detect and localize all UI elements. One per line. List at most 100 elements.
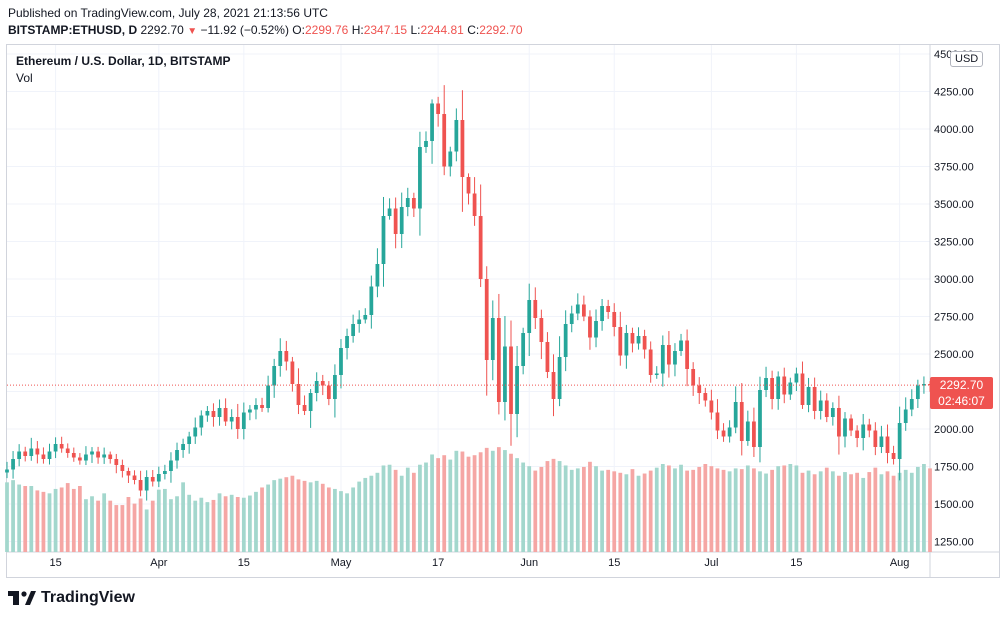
volume-bar <box>679 464 683 552</box>
volume-bar <box>302 480 307 552</box>
candle-body <box>745 421 750 441</box>
candle-body <box>727 427 732 437</box>
low-label: L: <box>410 23 421 37</box>
tradingview-logo-icon <box>8 591 36 605</box>
volume-bar <box>169 499 173 552</box>
volume-bar <box>460 451 465 552</box>
volume-bar <box>496 447 501 552</box>
candle-body <box>794 373 799 383</box>
candle-body <box>515 366 519 414</box>
volume-bar <box>162 488 167 552</box>
volume-bar <box>855 472 860 552</box>
volume-bar <box>915 466 920 552</box>
volume-bar <box>509 453 513 552</box>
candle-body <box>187 436 192 444</box>
candle-body <box>648 349 653 375</box>
currency-button[interactable]: USD <box>950 51 984 67</box>
volume-bar <box>503 450 507 552</box>
volume-bar <box>448 459 453 552</box>
candle-body <box>302 405 307 411</box>
volume-bar <box>648 470 653 552</box>
candle-body <box>624 333 629 356</box>
x-tick-label: Aug <box>890 557 910 569</box>
candle-body <box>369 286 374 315</box>
candle-body <box>612 312 617 327</box>
volume-bar <box>405 467 410 552</box>
candle-body <box>430 103 434 141</box>
candle-body <box>308 393 313 411</box>
volume-bar <box>96 500 100 552</box>
candle-body <box>77 457 82 461</box>
candle-body <box>320 381 325 386</box>
candle-body <box>345 336 349 348</box>
candle-body <box>557 357 562 399</box>
candle-body <box>90 451 94 455</box>
volume-bar <box>156 489 161 552</box>
volume-bar <box>830 471 835 552</box>
volume-bar <box>527 466 532 552</box>
volume-bar <box>5 482 9 552</box>
candle-body <box>630 333 635 344</box>
candle-body <box>448 151 453 167</box>
volume-bar <box>345 493 349 552</box>
volume-bar <box>59 487 64 552</box>
volume-bar <box>290 475 295 552</box>
y-tick-label: 2750.00 <box>934 312 974 324</box>
volume-bar <box>897 472 902 552</box>
candle-body <box>812 387 817 411</box>
y-tick-label: 3500.00 <box>934 199 974 211</box>
volume-bar <box>272 480 277 552</box>
volume-bar <box>248 495 252 552</box>
volume-bar <box>922 464 926 552</box>
open-value: 2299.76 <box>304 23 349 37</box>
candle-body <box>897 423 902 459</box>
volume-bar <box>818 471 823 552</box>
candle-body <box>284 351 289 362</box>
candle-body <box>721 430 726 437</box>
volume-bar <box>77 486 82 552</box>
candle-body <box>23 451 28 456</box>
candle-body <box>800 373 805 405</box>
candle-body <box>96 451 100 458</box>
volume-bar <box>211 499 216 552</box>
candle-body <box>363 315 368 320</box>
candle-body <box>764 378 768 390</box>
candle-body <box>132 475 137 480</box>
volume-bar <box>794 465 799 552</box>
candle-body <box>460 120 465 177</box>
candle-body <box>703 393 708 401</box>
tradingview-logo[interactable]: TradingView <box>8 589 135 607</box>
volume-bar <box>533 470 538 552</box>
volume-bar <box>642 473 647 552</box>
y-tick-label: 1750.00 <box>934 462 974 474</box>
candle-body <box>733 402 738 428</box>
volume-bar <box>594 466 598 552</box>
volume-bar <box>29 486 34 552</box>
candle-body <box>53 444 58 452</box>
candle-body <box>861 424 866 438</box>
volume-bar <box>278 478 283 552</box>
volume-bar <box>764 473 768 552</box>
last-price-tag: 2292.70 02:46:07 <box>930 377 993 410</box>
candle-body <box>922 384 926 386</box>
candle-body <box>891 453 896 459</box>
volume-bar <box>138 498 143 552</box>
volume-bar <box>824 467 829 552</box>
price-change: −11.92 (−0.52%) <box>200 23 289 37</box>
volume-bar <box>320 483 325 552</box>
volume-bar <box>120 505 125 552</box>
volume-bar <box>41 491 46 552</box>
volume-bar <box>776 466 781 552</box>
candle-body <box>223 408 228 422</box>
candle-body <box>600 306 604 321</box>
volume-bar <box>551 458 556 552</box>
candle-body <box>691 369 696 386</box>
candle-body <box>272 366 277 386</box>
candle-body <box>126 471 131 476</box>
volume-bar <box>843 472 847 552</box>
volume-bar <box>478 452 483 552</box>
candle-body <box>235 417 240 429</box>
volume-bar <box>885 471 890 552</box>
candle-body <box>442 114 447 167</box>
